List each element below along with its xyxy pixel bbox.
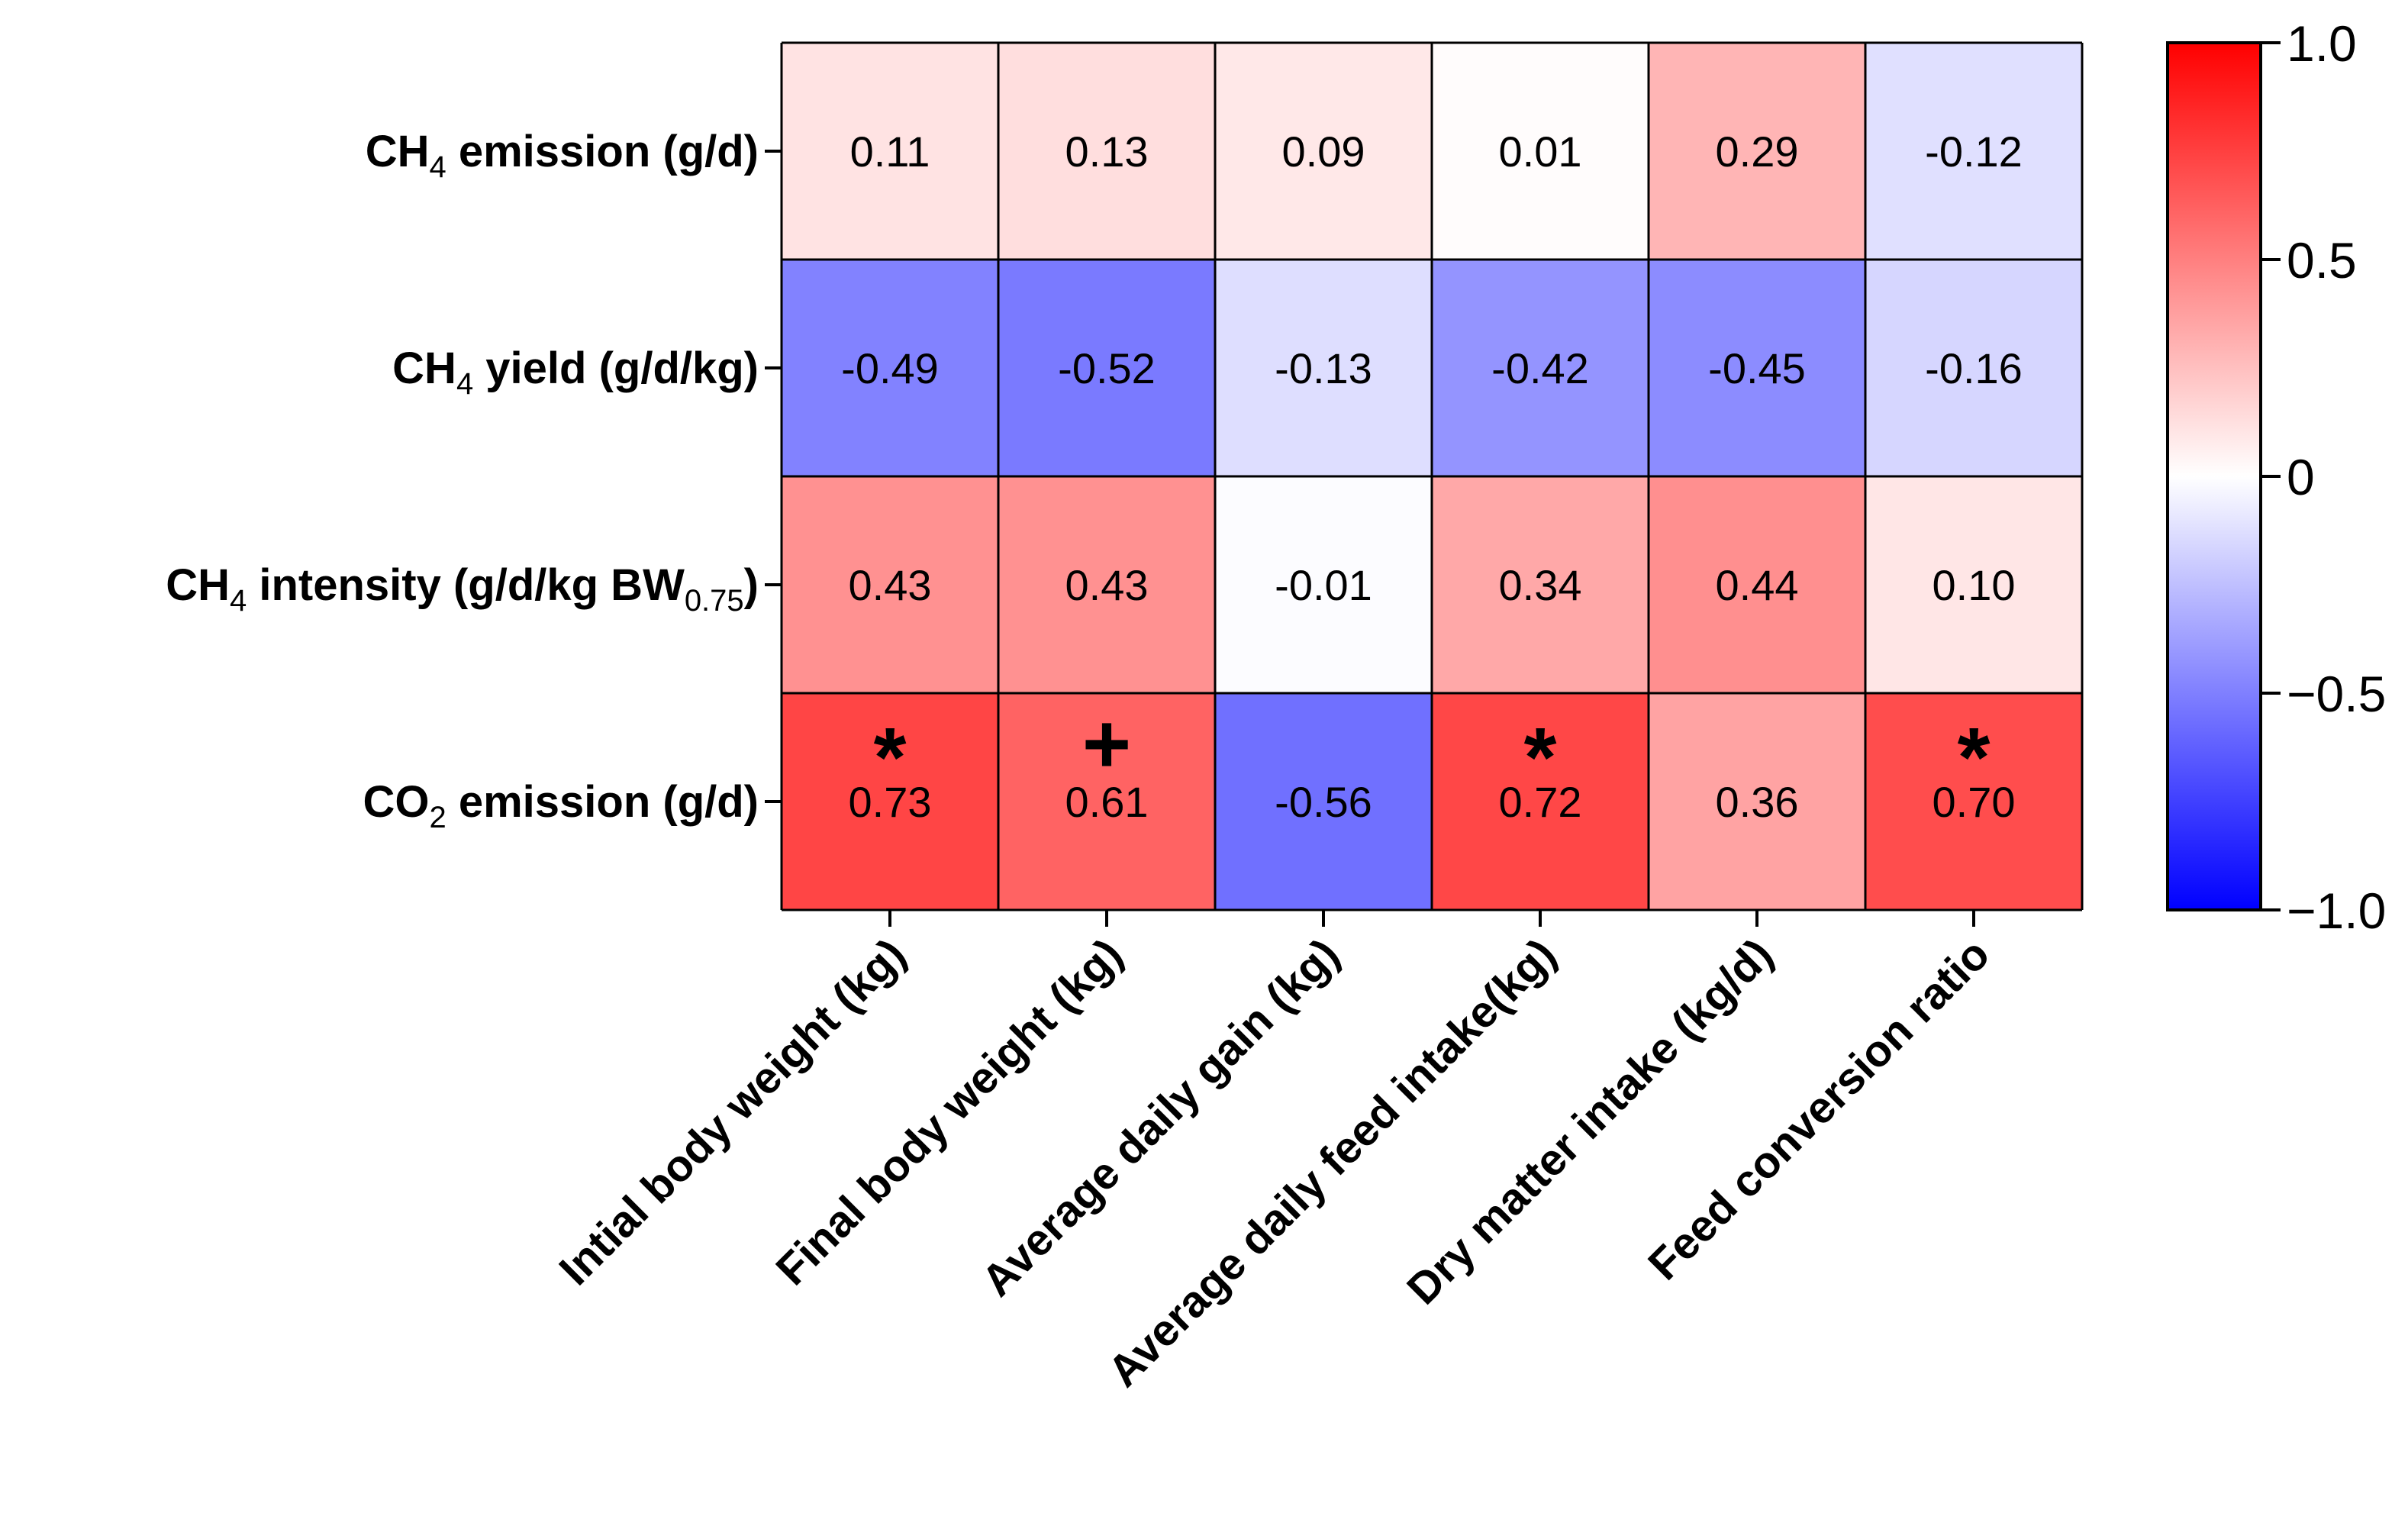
heatmap-cell xyxy=(1215,43,1432,260)
heatmap-cell xyxy=(998,693,1215,910)
cell-value-label: -0.42 xyxy=(1491,344,1589,392)
row-label: CH4 intensity (g/d/kg BW0.75) xyxy=(166,560,759,618)
colorbar-tick-label: 0.5 xyxy=(2287,232,2357,289)
cell-value-label: -0.56 xyxy=(1275,778,1372,826)
heatmap-cell xyxy=(1649,43,1865,260)
row-label: CH4 emission (g/d) xyxy=(366,127,759,184)
column-label: Intial body weight (kg) xyxy=(550,929,915,1295)
heatmap-cell xyxy=(782,476,998,693)
cell-value-label: 0.01 xyxy=(1499,127,1582,176)
heatmap-cell xyxy=(998,43,1215,260)
column-label: Average daily feed intake(kg) xyxy=(1098,929,1565,1396)
column-label: Final body weight (kg) xyxy=(766,929,1132,1295)
column-labels: Intial body weight (kg)Final body weight… xyxy=(550,910,1999,1396)
heatmap-cell xyxy=(1649,476,1865,693)
heatmap-cell xyxy=(1865,260,2082,476)
cell-value-label: 0.44 xyxy=(1716,561,1799,609)
heatmap-cell xyxy=(1649,693,1865,910)
heatmap-cell xyxy=(782,260,998,476)
cell-value-label: 0.11 xyxy=(850,127,930,176)
cell-value-label: 0.29 xyxy=(1716,127,1799,176)
heatmap-cell xyxy=(1649,260,1865,476)
heatmap-cell xyxy=(1432,260,1649,476)
cell-value-label: 0.70 xyxy=(1933,778,2016,826)
significance-marker: * xyxy=(874,711,907,805)
heatmap-cell xyxy=(1865,693,2082,910)
cell-value-label: 0.43 xyxy=(849,561,932,609)
significance-marker: + xyxy=(1082,697,1131,791)
heatmap-cell xyxy=(1215,476,1432,693)
colorbar-tick-label: 1.0 xyxy=(2287,15,2357,72)
cell-value-label: 0.09 xyxy=(1282,127,1365,176)
colorbar-tick-label: −0.5 xyxy=(2287,666,2386,722)
heatmap-cell xyxy=(998,260,1215,476)
heatmap-cell xyxy=(1432,43,1649,260)
heatmap-cell xyxy=(1215,260,1432,476)
row-label: CO2 emission (g/d) xyxy=(363,777,759,834)
cell-value-label: -0.45 xyxy=(1708,344,1806,392)
cell-value-label: 0.61 xyxy=(1065,778,1149,826)
colorbar-tick-label: −1.0 xyxy=(2287,882,2386,939)
heatmap-cell xyxy=(782,693,998,910)
cell-value-label: -0.49 xyxy=(841,344,939,392)
heatmap-cells: 0.11 0.13 0.09 0.01 0.29 -0.12 -0.49 -0.52 -0.13… xyxy=(782,43,2082,910)
heatmap-cell xyxy=(1215,693,1432,910)
heatmap-cell xyxy=(782,43,998,260)
cell-value-label: 0.36 xyxy=(1716,778,1799,826)
column-label: Average daily gain (kg) xyxy=(972,929,1349,1305)
cell-value-label: -0.13 xyxy=(1275,344,1372,392)
column-label: Dry matter intake (kg/d) xyxy=(1397,929,1782,1314)
heatmap-grid xyxy=(780,41,2084,911)
row-label: CH4 yield (g/d/kg) xyxy=(392,344,759,401)
cell-value-label: 0.43 xyxy=(1065,561,1149,609)
cell-value-label: 0.34 xyxy=(1499,561,1582,609)
heatmap-cell xyxy=(1865,476,2082,693)
cell-value-label: -0.01 xyxy=(1275,561,1372,609)
heatmap-cell xyxy=(998,476,1215,693)
cell-value-label: -0.12 xyxy=(1925,127,2023,176)
significance-marker: * xyxy=(1524,711,1557,805)
cell-value-label: 0.10 xyxy=(1933,561,2016,609)
colorbar: 1.0 0.5 0 −0.5 −1.0 xyxy=(2166,15,2386,939)
row-labels: CH4 emission (g/d) CH4 yield (g/d/kg) CH4 … xyxy=(166,127,782,834)
cell-value-label: -0.16 xyxy=(1925,344,2023,392)
colorbar-gradient xyxy=(2166,41,2262,911)
heatmap-cell xyxy=(1432,476,1649,693)
heatmap-cell xyxy=(1432,693,1649,910)
cell-value-label: 0.72 xyxy=(1499,778,1582,826)
colorbar-tick-label: 0 xyxy=(2287,449,2315,505)
heatmap-cell xyxy=(1865,43,2082,260)
cell-value-label: 0.73 xyxy=(849,778,932,826)
significance-marker: * xyxy=(1958,711,1991,805)
cell-value-label: -0.52 xyxy=(1058,344,1156,392)
cell-value-label: 0.13 xyxy=(1065,127,1149,176)
